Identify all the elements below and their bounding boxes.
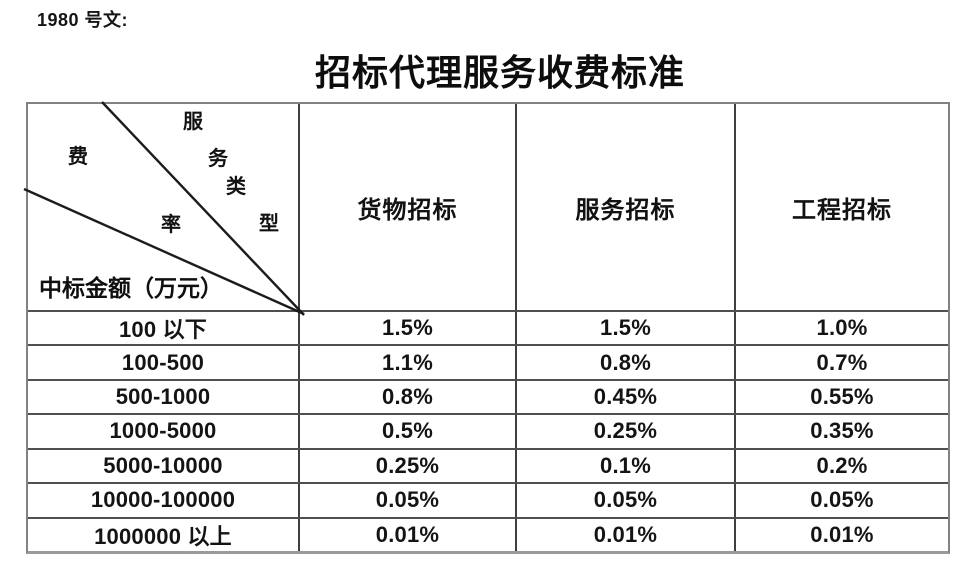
- table-row: 1000-5000 0.5% 0.25% 0.35%: [28, 413, 948, 448]
- cell-value: 1.0%: [734, 312, 948, 345]
- column-header-engineering: 工程招标: [734, 104, 948, 310]
- cell-value: 0.05%: [734, 484, 948, 517]
- cell-value: 0.25%: [298, 449, 515, 483]
- cell-value: 0.45%: [515, 380, 734, 414]
- cell-value: 1.5%: [298, 312, 515, 345]
- row-label: 1000000 以上: [94, 523, 232, 549]
- cell-value: 1.5%: [515, 312, 734, 345]
- cell-value: 0.01%: [298, 518, 515, 551]
- document-reference: 1980 号文:: [37, 10, 129, 30]
- cell-value: 0.8%: [298, 380, 515, 414]
- corner-label-amount: 中标金额（万元）: [39, 276, 223, 301]
- cell-value: 0.01%: [734, 518, 948, 551]
- page-title: 招标代理服务收费标准: [314, 53, 685, 93]
- corner-label-type-char-2: 务: [208, 148, 228, 170]
- cell-value: 0.01%: [515, 518, 734, 551]
- row-label: 1000-5000: [109, 418, 217, 444]
- row-label: 500-1000: [115, 384, 211, 410]
- corner-label-type-char-3: 类: [226, 176, 246, 198]
- cell-value: 0.05%: [298, 484, 515, 517]
- corner-label-type-char-1: 服: [183, 111, 203, 133]
- row-label: 5000-10000: [103, 452, 223, 478]
- cell-value: 0.25%: [515, 415, 734, 448]
- corner-label-rate-char-2: 率: [161, 214, 181, 236]
- cell-value: 0.8%: [515, 346, 734, 379]
- table-header-row: 服 务 类 型 费 率 中标金额（万元） 货物招标 服务招标 工程招标: [23, 101, 948, 316]
- column-header-goods: 货物招标: [298, 104, 515, 310]
- row-label: 100-500: [121, 349, 205, 375]
- corner-label-rate-char-1: 费: [68, 146, 88, 168]
- table-row: 500-1000 0.8% 0.45% 0.55%: [28, 378, 948, 414]
- cell-value: 0.05%: [515, 484, 734, 517]
- column-header-services: 服务招标: [515, 104, 734, 310]
- table-row: 100-500 1.1% 0.8% 0.7%: [28, 344, 948, 379]
- table-row: 1000000 以上 0.01% 0.01% 0.01%: [28, 516, 948, 551]
- cell-value: 0.2%: [734, 449, 948, 483]
- cell-value: 0.5%: [298, 415, 515, 448]
- row-label: 100 以下: [118, 317, 208, 343]
- cell-value: 0.55%: [734, 380, 948, 414]
- cell-value: 0.35%: [734, 415, 948, 448]
- cell-value: 0.1%: [515, 449, 734, 483]
- row-label: 10000-100000: [90, 487, 236, 513]
- fee-standard-table: 服 务 类 型 费 率 中标金额（万元） 货物招标 服务招标 工程招标 100 …: [23, 101, 950, 554]
- table-row: 100 以下 1.5% 1.5% 1.0%: [28, 310, 948, 345]
- table-row: 10000-100000 0.05% 0.05% 0.05%: [28, 482, 948, 517]
- cell-value: 0.7%: [734, 346, 948, 379]
- diagonal-corner-cell: 服 务 类 型 费 率 中标金额（万元）: [23, 101, 305, 316]
- cell-value: 1.1%: [298, 346, 515, 379]
- corner-label-type-char-4: 型: [259, 213, 279, 235]
- table-row: 5000-10000 0.25% 0.1% 0.2%: [28, 447, 948, 483]
